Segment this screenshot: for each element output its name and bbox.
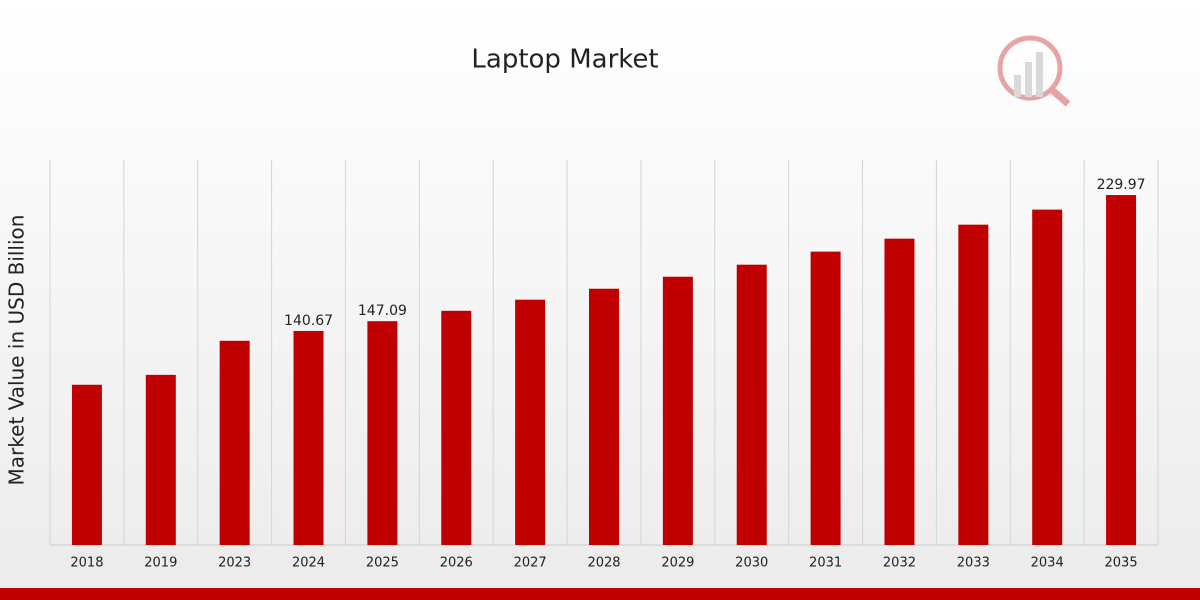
bar [71, 384, 102, 545]
bar [736, 264, 767, 545]
x-tick-label: 2029 [661, 556, 694, 571]
x-tick-label: 2033 [957, 556, 990, 571]
x-tick-label: 2026 [440, 556, 473, 571]
bar [1032, 209, 1063, 545]
bar [1106, 195, 1137, 545]
data-label: 140.67 [284, 313, 333, 329]
x-tick-label: 2024 [292, 556, 325, 571]
bar [884, 238, 915, 545]
x-tick-label: 2025 [366, 556, 399, 571]
x-tick-label: 2028 [587, 556, 620, 571]
bar [810, 251, 841, 545]
x-tick-label: 2035 [1105, 556, 1138, 571]
chart-title: Laptop Market [471, 45, 658, 75]
bar [958, 224, 989, 545]
bar [441, 310, 472, 545]
footer-stripe [0, 588, 1200, 600]
x-tick-label: 2018 [70, 556, 103, 571]
x-tick-label: 2027 [514, 556, 547, 571]
x-tick-label: 2032 [883, 556, 916, 571]
x-tick-label: 2031 [809, 556, 842, 571]
bar [219, 340, 250, 545]
bar [367, 321, 398, 545]
x-tick-label: 2023 [218, 556, 251, 571]
bar [589, 288, 619, 545]
logo [997, 35, 1071, 107]
x-tick-label: 2030 [735, 556, 768, 571]
bar [145, 374, 176, 545]
bar [662, 276, 693, 545]
bar [293, 330, 324, 545]
x-tick-label: 2019 [144, 556, 177, 571]
y-axis-label: Market Value in USD Billion [5, 215, 29, 486]
data-label: 147.09 [358, 303, 407, 319]
data-label: 229.97 [1097, 177, 1146, 193]
bar [515, 299, 546, 545]
x-tick-label: 2034 [1031, 556, 1064, 571]
